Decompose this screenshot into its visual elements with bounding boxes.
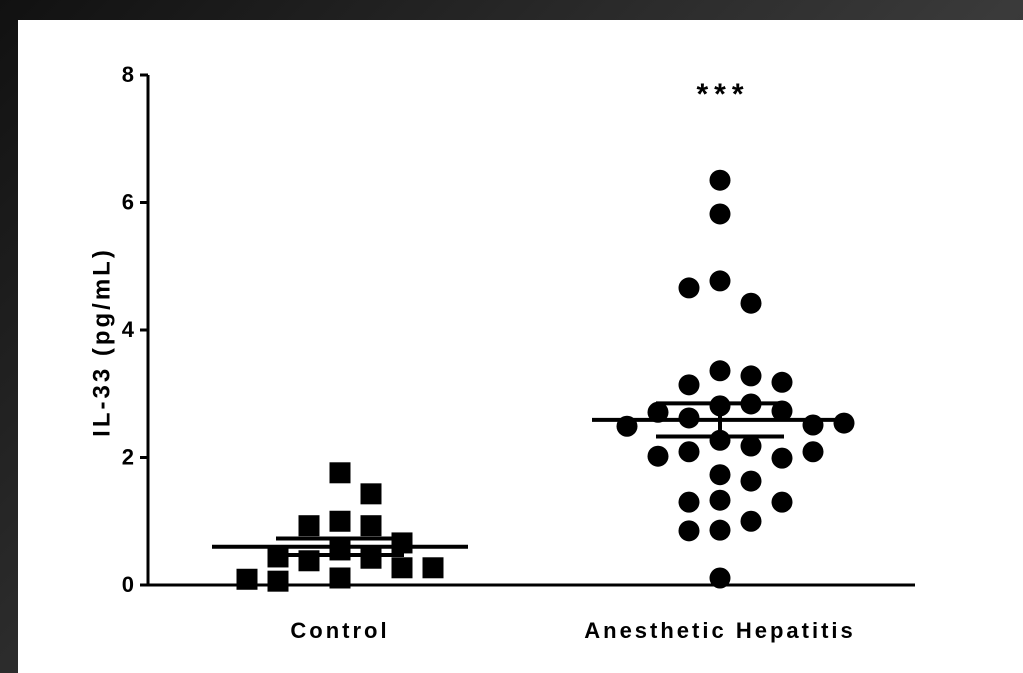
- data-point: [678, 520, 700, 542]
- data-point: [678, 374, 700, 396]
- y-tick-label: 8: [122, 62, 134, 87]
- data-point: [647, 445, 669, 467]
- data-point: [740, 365, 762, 387]
- data-point: [678, 491, 700, 513]
- data-point: [709, 489, 731, 511]
- data-point: [833, 412, 855, 434]
- data-point: [329, 510, 351, 532]
- data-point: [771, 371, 793, 393]
- data-point: [647, 401, 669, 423]
- annotation: ***: [696, 78, 749, 111]
- data-point: [709, 203, 731, 225]
- data-point: [360, 483, 382, 505]
- data-point: [771, 447, 793, 469]
- y-tick-label: 4: [122, 317, 135, 342]
- data-point: [391, 532, 413, 554]
- data-point: [709, 270, 731, 292]
- data-point: [740, 510, 762, 532]
- data-point: [740, 470, 762, 492]
- data-point: [329, 462, 351, 484]
- data-point: [678, 441, 700, 463]
- data-point: [709, 169, 731, 191]
- y-tick-label: 0: [122, 572, 134, 597]
- chart: IL-33 (pg/mL) 0 2 4 6 8 Control Anesthetic Hep…: [88, 62, 915, 643]
- x-tick-label: Control: [290, 618, 389, 643]
- data-point: [709, 519, 731, 541]
- data-point: [709, 360, 731, 382]
- data-point: [267, 570, 289, 592]
- plot-panel: IL-33 (pg/mL) 0 2 4 6 8 Control Anesthetic Hep…: [18, 20, 1023, 673]
- data-point: [771, 400, 793, 422]
- data-point: [329, 567, 351, 589]
- y-axis-label: IL-33 (pg/mL): [88, 247, 115, 437]
- data-point: [360, 547, 382, 569]
- data-point: [802, 414, 824, 436]
- data-point: [771, 491, 793, 513]
- data-point: [298, 515, 320, 537]
- data-point: [709, 464, 731, 486]
- data-point: [802, 441, 824, 463]
- data-point: [391, 557, 413, 579]
- data-point: [360, 515, 382, 537]
- x-tick-label: Anesthetic Hepatitis: [584, 618, 856, 643]
- y-tick-label: 2: [122, 444, 134, 469]
- data-point: [422, 557, 444, 579]
- data-point: [678, 277, 700, 299]
- data-point: [236, 568, 258, 590]
- y-tick-label: 6: [122, 189, 134, 214]
- data-point: [740, 435, 762, 457]
- data-point: [740, 292, 762, 314]
- data-point: [709, 567, 731, 589]
